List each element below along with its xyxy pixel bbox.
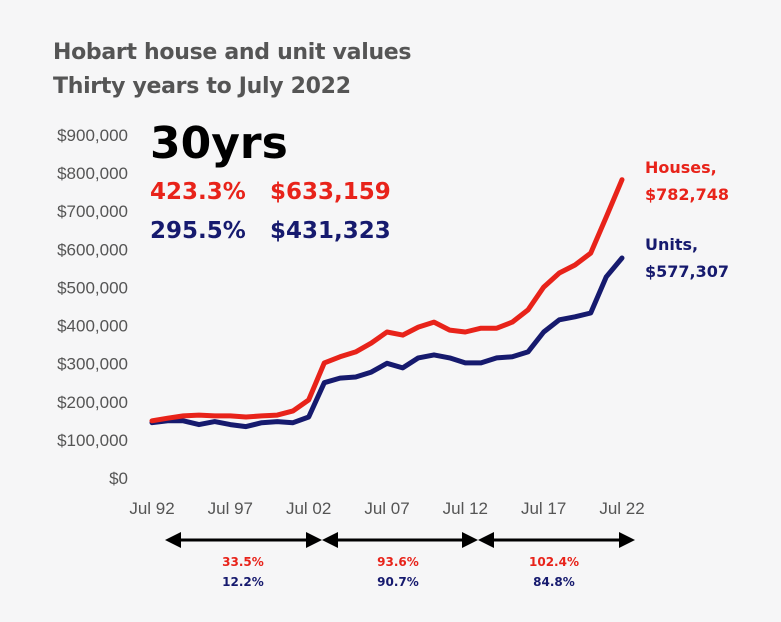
period3-units: 84.8% bbox=[533, 575, 575, 589]
legend-units-value: $577,307 bbox=[645, 262, 730, 281]
period-arrow bbox=[165, 532, 322, 548]
chart-title: Hobart house and unit values bbox=[53, 40, 412, 65]
x-tick-label: Jul 92 bbox=[129, 499, 174, 518]
period1-units: 12.2% bbox=[222, 575, 264, 589]
x-tick-label: Jul 02 bbox=[286, 499, 331, 518]
period2-houses: 93.6% bbox=[377, 555, 419, 569]
y-tick-label: $300,000 bbox=[57, 355, 128, 374]
x-tick-label: Jul 07 bbox=[364, 499, 409, 518]
period-arrow bbox=[322, 532, 478, 548]
legend-units-label: Units, bbox=[645, 235, 699, 254]
period-arrow bbox=[478, 532, 635, 548]
y-tick-label: $200,000 bbox=[57, 393, 128, 412]
legend-houses: Houses, $782,748 bbox=[645, 154, 729, 208]
units-change: $431,323 bbox=[270, 218, 391, 244]
y-tick-label: $0 bbox=[109, 469, 128, 488]
houses-change: $633,159 bbox=[270, 179, 391, 205]
houses-growth: 423.3% bbox=[150, 179, 246, 205]
x-tick-label: Jul 97 bbox=[208, 499, 253, 518]
series-line-houses bbox=[149, 177, 625, 424]
legend-houses-value: $782,748 bbox=[645, 185, 730, 204]
y-tick-label: $100,000 bbox=[57, 431, 128, 450]
headline: 30yrs bbox=[150, 118, 288, 169]
x-tick-label: Jul 12 bbox=[443, 499, 488, 518]
y-tick-label: $900,000 bbox=[57, 126, 128, 145]
legend-houses-label: Houses, bbox=[645, 158, 717, 177]
x-tick-label: Jul 17 bbox=[521, 499, 566, 518]
y-tick-label: $600,000 bbox=[57, 240, 128, 259]
period2-units: 90.7% bbox=[377, 575, 419, 589]
x-tick-label: Jul 22 bbox=[599, 499, 644, 518]
period3-houses: 102.4% bbox=[529, 555, 579, 569]
y-tick-label: $800,000 bbox=[57, 164, 128, 183]
series-line-units bbox=[149, 255, 625, 430]
y-tick-label: $500,000 bbox=[57, 278, 128, 297]
y-tick-label: $400,000 bbox=[57, 317, 128, 336]
y-tick-label: $700,000 bbox=[57, 202, 128, 221]
period1-houses: 33.5% bbox=[222, 555, 264, 569]
units-growth: 295.5% bbox=[150, 218, 246, 244]
legend-units: Units, $577,307 bbox=[645, 231, 729, 285]
chart-subtitle: Thirty years to July 2022 bbox=[53, 74, 351, 99]
